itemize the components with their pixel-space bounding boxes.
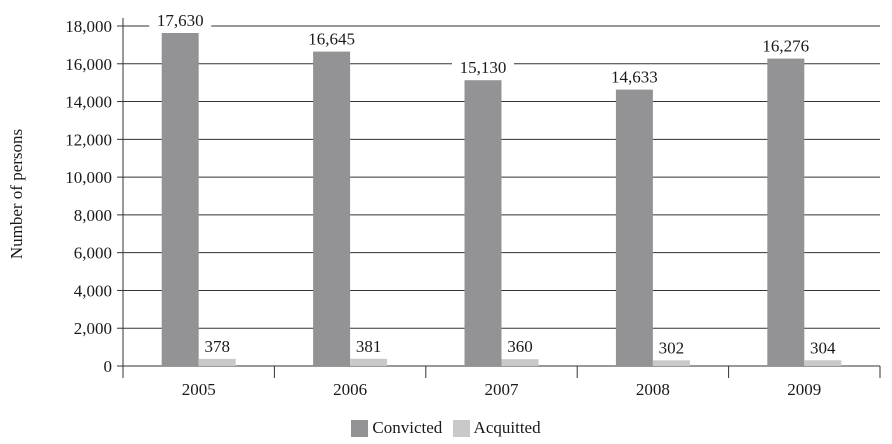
y-axis-title: Number of persons (7, 129, 26, 259)
bar-convicted-2007 (464, 80, 502, 366)
x-tick-label-2007: 2007 (485, 380, 520, 399)
legend-item-acquitted: Acquitted (452, 418, 541, 438)
bar-acquitted-2008 (652, 360, 690, 366)
data-label-acquitted-2005: 378 (204, 337, 230, 356)
y-tick-label-18000: 18,000 (65, 17, 112, 36)
data-label-acquitted-2007: 360 (507, 337, 533, 356)
y-tick-label-8000: 8,000 (74, 206, 112, 225)
y-tick-label-16000: 16,000 (65, 55, 112, 74)
y-tick-label-12000: 12,000 (65, 130, 112, 149)
data-label-acquitted-2009: 304 (810, 338, 836, 357)
y-tick-label-4000: 4,000 (74, 281, 112, 300)
bar-convicted-2005 (161, 32, 199, 366)
labels: 0 2,000 4,000 6,000 8,000 10,000 12,000 14,000 1… (65, 9, 841, 399)
bar-acquitted-2007 (501, 359, 539, 366)
y-tick-label-2000: 2,000 (74, 319, 112, 338)
legend-label-convicted: Convicted (372, 418, 443, 437)
legend-item-convicted: Convicted (351, 418, 442, 438)
data-label-bg-convicted-2006 (300, 28, 363, 49)
data-label-bg-acquitted-2007 (502, 336, 538, 357)
bar-convicted-2006 (313, 51, 351, 366)
data-label-bg-convicted-2007 (452, 57, 514, 78)
data-label-bg-acquitted-2006 (351, 335, 387, 356)
data-label-bg-convicted-2008 (603, 66, 666, 87)
bar-convicted-2009 (767, 58, 805, 366)
bars (161, 32, 842, 367)
x-tick-label-2009: 2009 (787, 380, 821, 399)
y-tick-label-14000: 14,000 (65, 93, 112, 112)
data-label-convicted-2008: 14,633 (611, 68, 658, 87)
x-tick-label-2005: 2005 (182, 380, 216, 399)
y-tick-label-10000: 10,000 (65, 168, 112, 187)
x-tick-label-2006: 2006 (333, 380, 367, 399)
data-label-bg-acquitted-2005 (199, 335, 235, 356)
legend-label-acquitted: Acquitted (473, 418, 541, 437)
bar-convicted-2008 (615, 89, 653, 367)
x-tick-label-2008: 2008 (636, 380, 670, 399)
data-label-bg-acquitted-2008 (653, 337, 689, 358)
data-label-convicted-2007: 15,130 (460, 58, 507, 77)
y-tick-label-6000: 6,000 (74, 244, 112, 263)
data-label-acquitted-2008: 302 (659, 338, 685, 357)
data-label-acquitted-2006: 381 (356, 337, 382, 356)
bar-acquitted-2006 (350, 358, 388, 366)
legend: Convicted Acquitted (0, 418, 892, 442)
bar-acquitted-2009 (804, 360, 842, 366)
data-label-convicted-2005: 17,630 (157, 11, 204, 30)
legend-swatch-convicted (351, 419, 369, 437)
data-label-bg-convicted-2005 (149, 9, 212, 30)
data-label-bg-convicted-2009 (754, 35, 817, 56)
data-label-convicted-2009: 16,276 (762, 37, 809, 56)
data-label-convicted-2006: 16,645 (308, 30, 355, 49)
y-tick-label-0: 0 (104, 357, 113, 376)
bar-acquitted-2005 (198, 358, 236, 366)
data-label-bg-acquitted-2009 (805, 337, 841, 358)
legend-swatch-acquitted (452, 419, 470, 437)
